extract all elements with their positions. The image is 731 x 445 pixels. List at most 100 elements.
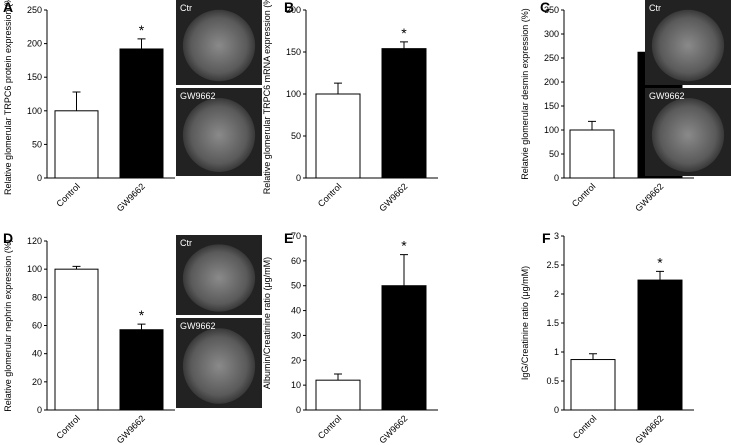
y-tick-label: 0: [37, 173, 42, 183]
y-tick-label: 30: [291, 330, 301, 340]
y-tick-label: 40: [291, 306, 301, 316]
y-tick-label: 50: [32, 139, 42, 149]
bar: [119, 48, 164, 179]
bar: [54, 268, 99, 411]
x-tick-label: GW9662: [115, 413, 147, 445]
y-tick-label: 10: [291, 380, 301, 390]
y-axis-label: Relative glomerular nephrin expression (…: [3, 239, 13, 412]
glomerulus: [182, 9, 256, 82]
micrograph-label: Ctr: [180, 238, 192, 248]
y-tick-label: 350: [544, 5, 559, 15]
panel-letter: D: [3, 230, 13, 246]
y-tick-label: 150: [286, 47, 301, 57]
y-tick-label: 200: [544, 77, 559, 87]
glomerulus: [651, 98, 725, 172]
panel-letter: B: [284, 0, 294, 15]
y-tick-label: 150: [544, 101, 559, 111]
y-tick-label: 1: [554, 347, 559, 357]
significance-mark: *: [657, 254, 663, 270]
y-tick-label: 60: [32, 321, 42, 331]
x-tick-label: Control: [571, 413, 599, 441]
micrograph-label: Ctr: [649, 3, 661, 13]
bar: [569, 129, 615, 179]
y-axis-label: IgG/Creatinine ratio (μg/mM): [520, 266, 530, 380]
x-tick-label: GW9662: [377, 413, 409, 445]
y-tick-label: 40: [32, 349, 42, 359]
x-tick-label: Control: [570, 181, 598, 209]
bar: [637, 279, 683, 411]
x-tick-label: GW9662: [633, 413, 665, 445]
error-bar: [72, 265, 81, 270]
y-tick-label: 120: [27, 236, 42, 246]
error-bar: [334, 373, 342, 381]
glomerulus: [651, 9, 725, 82]
bar: [119, 329, 164, 411]
micrograph-label: GW9662: [180, 91, 216, 101]
error-bar: [72, 91, 81, 111]
y-tick-label: 3: [554, 231, 559, 241]
y-tick-label: 0.5: [546, 376, 559, 386]
panel-letter: A: [3, 0, 13, 15]
y-tick-label: 1.5: [546, 318, 559, 328]
significance-mark: *: [401, 25, 407, 41]
y-tick-label: 50: [291, 131, 301, 141]
y-tick-label: 100: [27, 106, 42, 116]
error-bar: [137, 38, 146, 49]
y-tick-label: 100: [27, 264, 42, 274]
y-tick-label: 0: [554, 405, 559, 415]
y-axis-label: Albumin/Creatinine ratio (μg/mM): [262, 257, 272, 389]
bar: [315, 379, 361, 411]
y-tick-label: 2: [554, 289, 559, 299]
panel-letter: E: [284, 230, 293, 246]
bar: [381, 48, 427, 179]
y-axis-label: Relative glomerular TRPC6 protein expres…: [3, 0, 13, 195]
error-bar: [588, 120, 596, 130]
y-tick-label: 250: [27, 5, 42, 15]
bar: [54, 110, 99, 179]
x-tick-label: GW9662: [633, 181, 665, 213]
micrograph-label: Ctr: [180, 3, 192, 13]
y-tick-label: 20: [32, 377, 42, 387]
y-axis-label: Relatvie glomerular desmin expression (%…: [520, 8, 530, 180]
y-tick-label: 70: [291, 231, 301, 241]
error-bar: [400, 254, 408, 286]
x-tick-label: Control: [54, 413, 82, 441]
glomerulus: [182, 244, 256, 312]
y-tick-label: 0: [296, 173, 301, 183]
y-tick-label: 0: [296, 405, 301, 415]
bar: [570, 359, 616, 411]
panel-letter: F: [542, 230, 551, 246]
y-tick-label: 150: [27, 72, 42, 82]
y-tick-label: 60: [291, 256, 301, 266]
y-tick-label: 50: [291, 281, 301, 291]
error-bar: [400, 41, 408, 49]
x-tick-label: Control: [316, 181, 344, 209]
y-tick-label: 50: [549, 149, 559, 159]
significance-mark: *: [139, 22, 145, 38]
error-bar: [334, 82, 342, 94]
y-tick-label: 200: [27, 39, 42, 49]
glomerulus: [182, 328, 256, 404]
y-tick-label: 20: [291, 355, 301, 365]
bar: [315, 93, 361, 179]
y-tick-label: 80: [32, 292, 42, 302]
y-tick-label: 300: [544, 29, 559, 39]
y-tick-label: 0: [37, 405, 42, 415]
panel-letter: C: [540, 0, 550, 15]
x-tick-label: Control: [54, 181, 82, 209]
bar: [381, 285, 427, 411]
x-tick-label: GW9662: [377, 181, 409, 213]
y-axis-label: Relative glomerular TRPC6 mRNA expressio…: [262, 0, 272, 194]
significance-mark: *: [401, 238, 407, 254]
y-tick-label: 200: [286, 5, 301, 15]
y-tick-label: 2.5: [546, 260, 559, 270]
error-bar: [589, 353, 597, 360]
significance-mark: *: [139, 307, 145, 323]
x-tick-label: GW9662: [115, 181, 147, 213]
micrograph-label: GW9662: [180, 321, 216, 331]
y-tick-label: 250: [544, 53, 559, 63]
y-tick-label: 0: [554, 173, 559, 183]
x-tick-label: Control: [316, 413, 344, 441]
y-tick-label: 100: [286, 89, 301, 99]
